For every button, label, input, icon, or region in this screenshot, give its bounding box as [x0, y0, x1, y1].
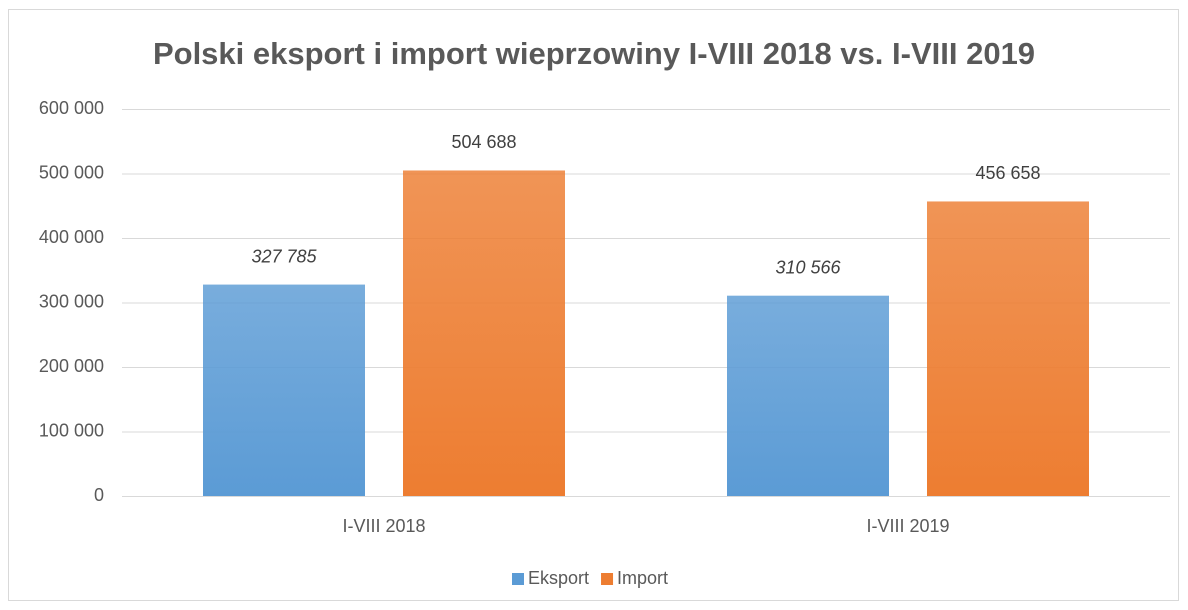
- y-tick-label: 300 000: [39, 291, 104, 311]
- y-tick-label: 600 000: [39, 98, 104, 118]
- legend-label: Eksport: [528, 568, 589, 588]
- x-tick-label: I-VIII 2018: [342, 516, 425, 536]
- value-label: 310 566: [775, 257, 841, 277]
- bar: [403, 170, 565, 496]
- legend-swatch: [512, 573, 524, 585]
- chart-title: Polski eksport i import wieprzowiny I-VI…: [153, 36, 1035, 71]
- y-tick-label: 400 000: [39, 227, 104, 247]
- y-tick-label: 0: [94, 485, 104, 505]
- legend-swatch: [601, 573, 614, 585]
- y-tick-label: 500 000: [39, 162, 104, 182]
- value-label: 504 688: [451, 132, 516, 152]
- value-label: 456 658: [975, 163, 1040, 183]
- bar: [927, 201, 1089, 496]
- y-tick-label: 100 000: [39, 420, 104, 440]
- y-tick-label: 200 000: [39, 356, 104, 376]
- x-tick-label: I-VIII 2019: [866, 516, 949, 536]
- value-label: 327 785: [251, 246, 317, 266]
- bar: [203, 284, 365, 496]
- legend-label: Import: [617, 568, 668, 588]
- bar: [727, 295, 889, 496]
